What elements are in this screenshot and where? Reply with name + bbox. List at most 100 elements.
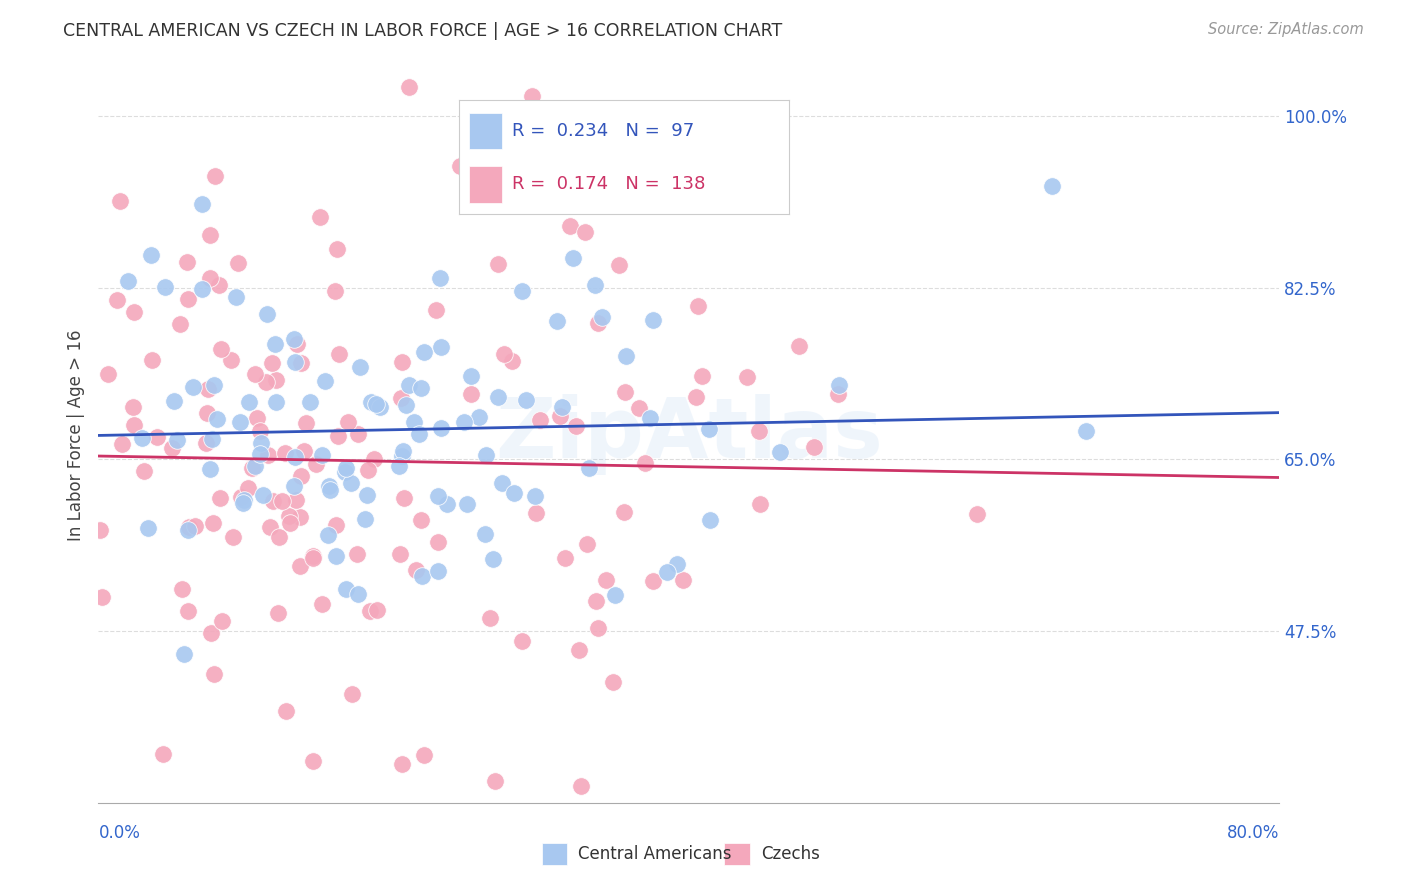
Point (263, 337, 285, 351)
Point (567, 807, 589, 822)
Point (520, 88, 543, 103)
Point (685, 390, 707, 404)
Point (408, 427, 430, 442)
Point (176, 604, 198, 618)
Point (121, 401, 143, 415)
Point (391, 355, 413, 369)
Point (336, 415, 359, 429)
Point (638, 411, 661, 425)
Point (318, 479, 340, 493)
Point (548, 409, 571, 424)
Point (467, 410, 489, 425)
Point (492, 347, 515, 361)
Point (191, 197, 214, 211)
Point (529, 412, 551, 426)
Point (554, 551, 576, 566)
Point (228, 256, 250, 270)
Point (609, 258, 631, 272)
Point (314, 374, 336, 388)
Point (124, 304, 146, 318)
Point (198, 271, 221, 285)
Point (290, 559, 312, 574)
Point (425, 302, 447, 317)
Point (225, 290, 247, 304)
Point (117, 274, 139, 288)
Point (392, 491, 415, 505)
Point (686, 299, 709, 313)
Point (323, 285, 346, 299)
Point (335, 465, 357, 479)
Bar (541, 843, 567, 865)
Point (1040, 179, 1063, 194)
Point (479, 611, 502, 625)
Point (484, 773, 506, 788)
Point (243, 459, 266, 474)
Point (249, 425, 271, 439)
Point (290, 469, 312, 483)
Y-axis label: In Labor Force | Age > 16: In Labor Force | Age > 16 (66, 329, 84, 541)
Point (173, 647, 195, 661)
Point (427, 534, 450, 549)
Text: ZipAtlas: ZipAtlas (495, 394, 883, 475)
Point (474, 527, 496, 541)
Point (243, 367, 266, 381)
Point (641, 312, 664, 326)
Point (591, 310, 613, 324)
Point (568, 642, 591, 657)
Point (586, 316, 609, 330)
Point (254, 375, 277, 389)
Text: 80.0%: 80.0% (1227, 824, 1279, 842)
Text: 0.0%: 0.0% (98, 824, 141, 842)
Point (453, 415, 475, 429)
Point (316, 528, 339, 542)
Point (769, 444, 792, 458)
Point (146, 430, 169, 444)
Point (200, 626, 222, 640)
Point (294, 416, 316, 430)
Point (302, 549, 325, 563)
Point (181, 380, 204, 394)
Point (398, 378, 420, 392)
Point (595, 574, 617, 588)
Point (136, 521, 159, 535)
Point (641, 574, 664, 589)
Point (328, 347, 350, 361)
Point (152, 747, 174, 762)
Point (283, 332, 305, 346)
Point (737, 370, 759, 384)
Point (363, 452, 385, 467)
Point (278, 508, 301, 523)
Point (285, 337, 308, 351)
Point (228, 415, 250, 429)
Text: Central Americans: Central Americans (578, 845, 731, 863)
Point (283, 479, 305, 493)
Point (194, 436, 217, 450)
Point (366, 603, 388, 617)
Point (319, 483, 342, 497)
Point (278, 516, 301, 531)
Point (524, 506, 547, 520)
Point (328, 428, 350, 442)
Point (240, 460, 263, 475)
Point (586, 621, 609, 635)
Point (169, 317, 191, 331)
Point (259, 519, 281, 533)
Point (302, 754, 325, 768)
Point (628, 401, 651, 416)
Point (389, 391, 412, 405)
Point (749, 497, 772, 511)
Point (360, 395, 382, 409)
Point (288, 510, 311, 524)
Point (208, 491, 231, 505)
Point (1074, 424, 1097, 438)
Point (256, 307, 278, 321)
Point (311, 597, 333, 611)
Point (569, 779, 592, 793)
Point (697, 421, 720, 435)
Point (131, 431, 153, 445)
Point (614, 349, 637, 363)
Point (354, 512, 377, 526)
Point (141, 352, 163, 367)
Point (427, 564, 450, 578)
Point (787, 339, 810, 353)
